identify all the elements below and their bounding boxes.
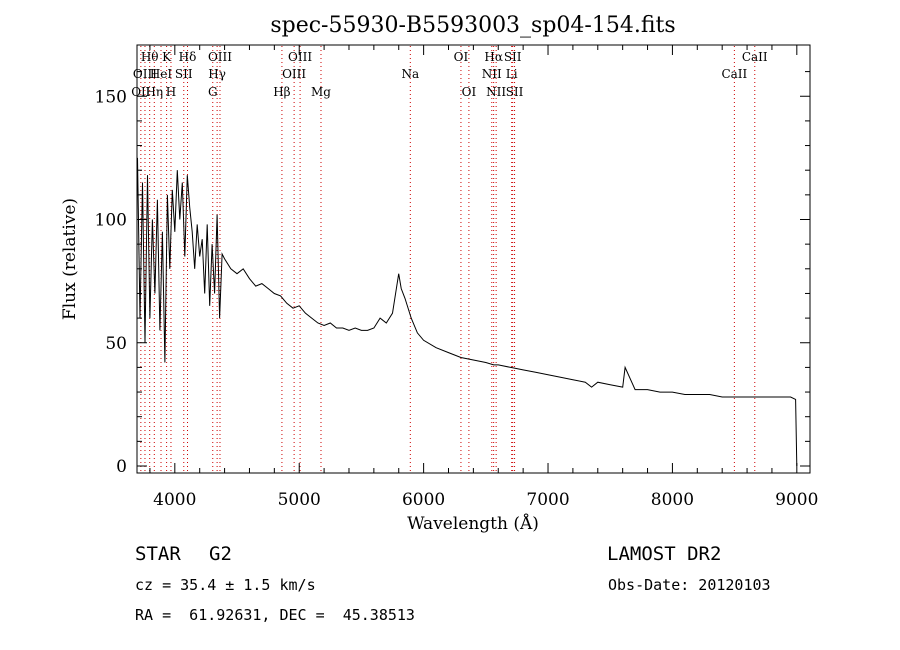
line-marker-label: Hγ [208, 67, 226, 81]
y-tick-label: 0 [116, 457, 127, 477]
line-marker-label: Na [401, 67, 419, 81]
line-marker-label: OIII [208, 50, 232, 64]
line-marker-label: CaII [742, 50, 768, 64]
object-type: STAR [135, 543, 181, 565]
line-marker-label: OIII [282, 67, 306, 81]
y-axis-label: Flux (relative) [60, 198, 80, 320]
line-marker-label: SII [504, 50, 522, 64]
x-tick-label: 9000 [775, 490, 818, 510]
y-tick-label: 50 [105, 334, 127, 354]
plot-frame [136, 44, 811, 474]
x-tick-label: 5000 [278, 490, 321, 510]
line-marker-label: OIII [288, 50, 312, 64]
obs-date: Obs-Date: 20120103 [608, 576, 771, 594]
line-markers [140, 46, 756, 472]
line-marker-label: Li [506, 67, 518, 81]
line-marker-label: Hδ [179, 50, 197, 64]
x-axis-label: Wavelength (Å) [407, 513, 539, 534]
line-marker-label: NII [486, 85, 506, 99]
line-marker-label: K [162, 50, 172, 64]
line-marker-label: Hθ [141, 50, 159, 64]
x-tick-label: 7000 [526, 490, 569, 510]
line-marker-label: NII [482, 67, 502, 81]
survey-name: LAMOST DR2 [607, 543, 722, 565]
redshift-cz: cz = 35.4 ± 1.5 km/s [135, 576, 316, 594]
line-marker-label: OIII [133, 67, 157, 81]
line-marker-label: Hα [484, 50, 503, 64]
line-marker-label: Hβ [273, 85, 290, 99]
line-marker-label: Mg [311, 85, 331, 99]
spectrum-line [137, 157, 798, 467]
object-subclass: G2 [209, 543, 232, 565]
line-marker-label: H [166, 85, 176, 99]
y-tick-label: 150 [95, 87, 127, 107]
line-marker-label: OII [131, 85, 151, 99]
x-tick-label: 6000 [402, 490, 445, 510]
line-marker-label: SII [175, 67, 193, 81]
coordinates: RA = 61.92631, DEC = 45.38513 [135, 606, 415, 624]
line-marker-label: Hη [145, 85, 163, 99]
line-marker-label: OI [454, 50, 469, 64]
line-marker-label: CaII [721, 67, 747, 81]
x-tick-label: 8000 [651, 490, 694, 510]
line-marker-label: G [208, 85, 218, 99]
axes: 4000 5000 6000 7000 8000 9000 0 50 100 150 [95, 45, 818, 510]
x-tick-label: 4000 [153, 490, 196, 510]
chart-title: spec-55930-B5593003_sp04-154.fits [270, 13, 675, 38]
line-marker-label: HeI [150, 67, 173, 81]
y-tick-label: 100 [95, 211, 127, 231]
line-marker-label: SII [506, 85, 524, 99]
line-marker-label: OI [462, 85, 477, 99]
